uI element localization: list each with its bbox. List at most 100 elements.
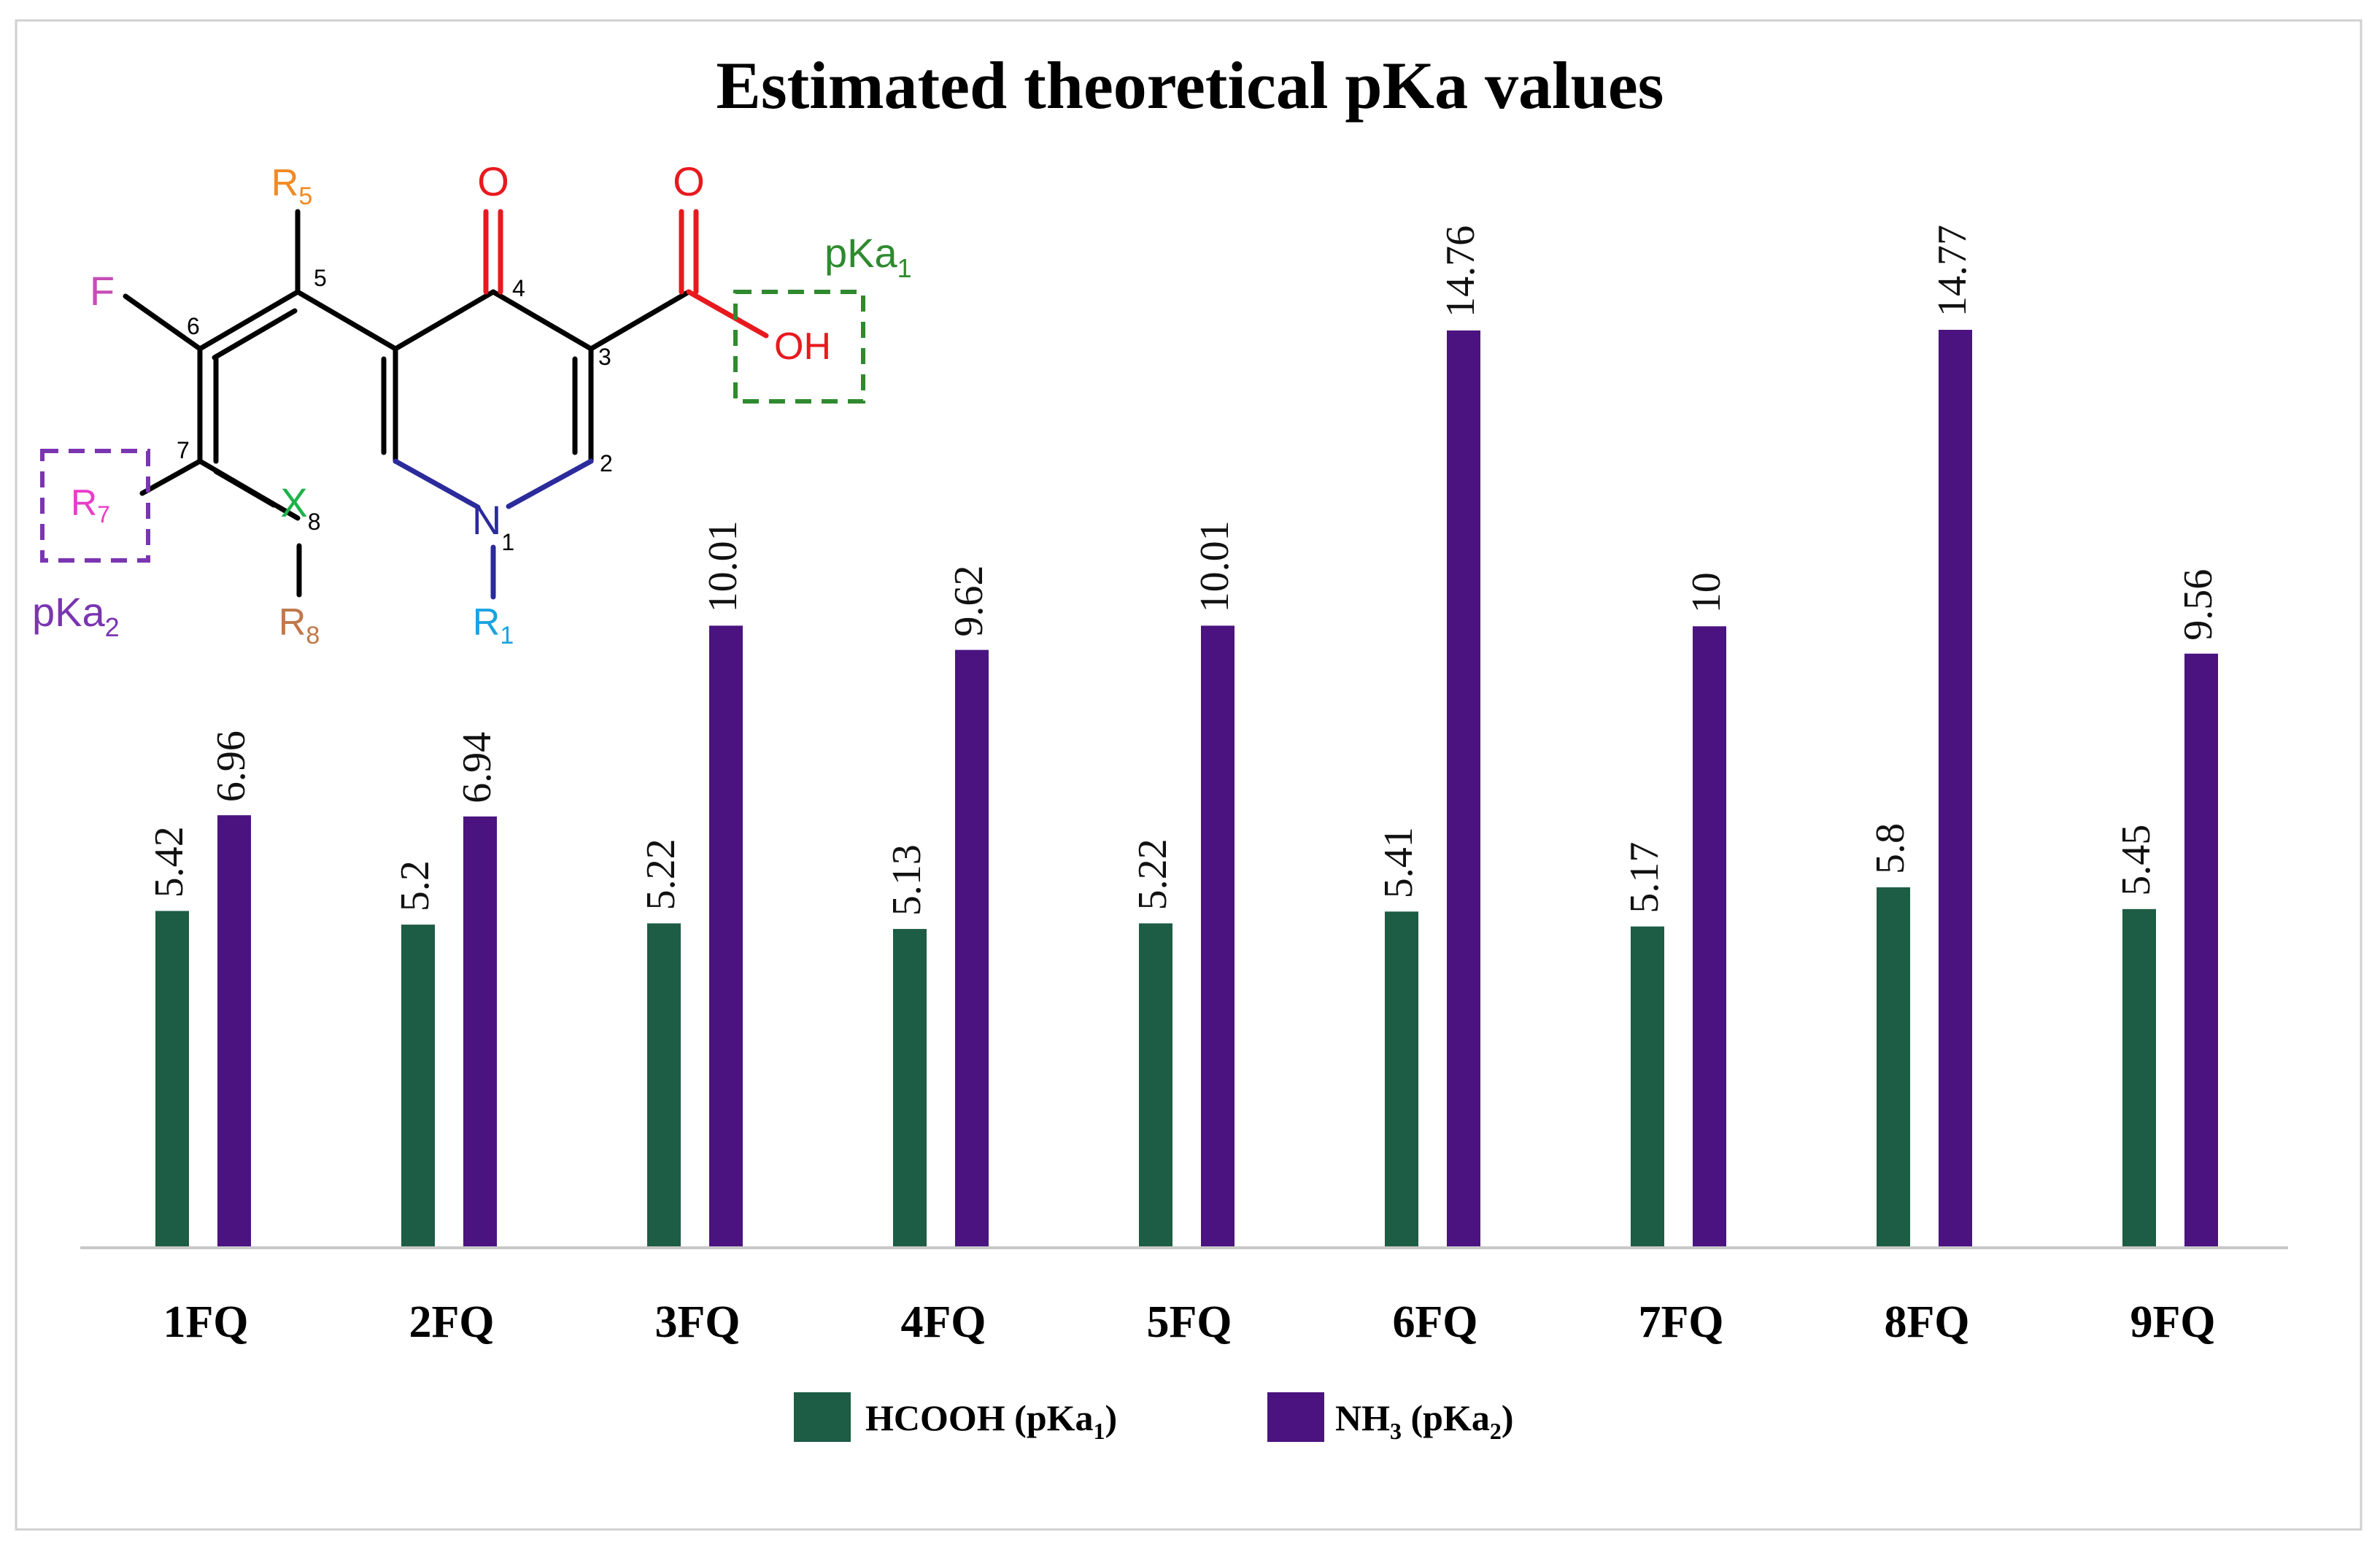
bar-nh3-7fq xyxy=(1693,626,1726,1248)
value-label-hcooh-4fq: 5.13 xyxy=(884,844,930,916)
legend-swatch-hcooh xyxy=(794,1392,851,1442)
value-label-nh3-2fq: 6.94 xyxy=(455,732,500,803)
nitrogen-label: N1 xyxy=(472,497,514,555)
structure-bonds xyxy=(123,209,692,598)
legend: HCOOH (pKa1) NH3 (pKa2) xyxy=(794,1392,1514,1444)
pka2-main: pKa xyxy=(32,589,105,635)
category-label-1fq: 1FQ xyxy=(163,1297,248,1347)
value-label-nh3-1fq: 6.96 xyxy=(209,730,254,802)
bar-nh3-2fq xyxy=(463,816,497,1248)
bar-hcooh-7fq xyxy=(1631,926,1664,1248)
legend-swatch-nh3 xyxy=(1267,1392,1324,1442)
category-label-3fq: 3FQ xyxy=(654,1297,740,1347)
r7-main: R xyxy=(71,482,97,523)
value-label-hcooh-2fq: 5.2 xyxy=(393,860,438,911)
bar-nh3-3fq xyxy=(709,625,743,1248)
value-label-nh3-9fq: 9.56 xyxy=(2176,569,2221,641)
pka1-box xyxy=(733,290,865,404)
legend-hcooh-tail: ) xyxy=(1105,1397,1118,1438)
ring-number-7: 7 xyxy=(177,437,190,463)
legend-label-hcooh: HCOOH (pKa1) xyxy=(865,1397,1117,1444)
bar-hcooh-5fq xyxy=(1139,923,1172,1248)
ring-number-2: 2 xyxy=(600,450,613,476)
legend-nh3-sub2: 2 xyxy=(1490,1418,1502,1444)
r7-sub: 7 xyxy=(97,501,110,528)
ring-number-5: 5 xyxy=(314,265,327,291)
legend-nh3-tail: ) xyxy=(1502,1397,1514,1438)
legend-nh3-mid: (pKa xyxy=(1402,1397,1490,1438)
bar-hcooh-8fq xyxy=(1877,887,1910,1248)
pka1-sub: 1 xyxy=(897,253,912,283)
ring-number-6: 6 xyxy=(187,313,200,339)
value-label-nh3-3fq: 10.01 xyxy=(700,520,746,612)
hydroxyl-label: OH xyxy=(774,325,831,368)
bar-nh3-5fq xyxy=(1201,625,1235,1248)
value-label-hcooh-7fq: 5.17 xyxy=(1622,842,1667,914)
r7-label: R7 xyxy=(71,482,110,528)
bar-nh3-1fq xyxy=(217,815,251,1248)
value-label-nh3-7fq: 10 xyxy=(1684,572,1729,613)
x-atom-sub: 8 xyxy=(308,509,321,535)
category-label-2fq: 2FQ xyxy=(409,1297,494,1347)
bar-hcooh-1fq xyxy=(155,911,189,1248)
legend-hcooh-main: HCOOH (pKa xyxy=(865,1397,1094,1438)
category-labels: 1FQ 2FQ 3FQ 4FQ 5FQ 6FQ 7FQ 8FQ 9FQ xyxy=(163,1297,2215,1347)
r5-main: R xyxy=(271,162,299,204)
value-label-hcooh-6fq: 5.41 xyxy=(1376,827,1421,898)
value-label-nh3-4fq: 9.62 xyxy=(946,566,992,637)
r1-sub: 1 xyxy=(500,622,514,649)
category-label-5fq: 5FQ xyxy=(1146,1297,1232,1347)
bar-nh3-4fq xyxy=(955,649,989,1248)
pka1-main: pKa xyxy=(824,230,897,276)
bar-nh3-8fq xyxy=(1939,330,1972,1248)
pka1-label: pKa1 xyxy=(824,230,912,283)
r1-main: R xyxy=(473,601,501,644)
r1-label: R1 xyxy=(473,601,514,649)
r5-label: R5 xyxy=(271,162,312,210)
r5-sub: 5 xyxy=(298,182,312,210)
x-atom-label: X8 xyxy=(280,479,320,535)
value-label-hcooh-1fq: 5.42 xyxy=(147,826,192,898)
bar-hcooh-6fq xyxy=(1385,911,1418,1248)
bar-nh3-6fq xyxy=(1447,330,1480,1249)
category-label-6fq: 6FQ xyxy=(1392,1297,1477,1347)
r8-sub: 8 xyxy=(306,622,320,649)
oxygen-acid-label: O xyxy=(673,158,705,204)
category-label-8fq: 8FQ xyxy=(1884,1297,1969,1347)
structure-colored-bonds xyxy=(393,209,769,600)
value-label-hcooh-9fq: 5.45 xyxy=(2114,825,2159,896)
ring-number-4: 4 xyxy=(512,275,525,301)
value-label-hcooh-8fq: 5.8 xyxy=(1868,823,1913,874)
bar-hcooh-4fq xyxy=(893,929,927,1248)
bar-hcooh-3fq xyxy=(647,923,681,1248)
nitrogen-main: N xyxy=(472,497,501,543)
fluorine-label: F xyxy=(90,268,115,314)
category-label-9fq: 9FQ xyxy=(2130,1297,2215,1347)
value-label-nh3-6fq: 14.76 xyxy=(1438,225,1483,317)
value-label-hcooh-3fq: 5.22 xyxy=(638,838,684,910)
ring-number-3: 3 xyxy=(598,344,611,370)
x-atom-main: X xyxy=(280,479,307,525)
legend-nh3-sub: 3 xyxy=(1390,1418,1402,1444)
value-label-nh3-5fq: 10.01 xyxy=(1192,520,1237,612)
fluoroquinolone-structure: O O OH F R5 N1 X8 R8 R1 R7 5 4 6 3 7 2 p… xyxy=(32,158,912,649)
category-label-7fq: 7FQ xyxy=(1638,1297,1723,1347)
oxygen-keto-label: O xyxy=(477,158,509,204)
bar-nh3-9fq xyxy=(2184,653,2218,1248)
legend-hcooh-sub: 1 xyxy=(1094,1418,1105,1444)
pka2-box xyxy=(40,449,150,563)
bar-hcooh-2fq xyxy=(401,925,435,1248)
value-label-nh3-8fq: 14.77 xyxy=(1930,225,1975,317)
category-label-4fq: 4FQ xyxy=(900,1297,986,1347)
legend-nh3-main: NH xyxy=(1335,1397,1390,1438)
nitrogen-sub: 1 xyxy=(501,529,514,555)
bar-hcooh-9fq xyxy=(2122,908,2156,1248)
r8-label: R8 xyxy=(279,601,320,649)
legend-label-nh3: NH3 (pKa2) xyxy=(1335,1397,1514,1444)
pka2-label: pKa2 xyxy=(32,589,120,642)
r8-main: R xyxy=(279,601,306,644)
bars-layer: 5.42 6.96 5.2 6.94 5.22 10.01 5.13 9.62 5.22 10.0… xyxy=(147,225,2221,1249)
pka2-sub: 2 xyxy=(105,612,120,642)
value-label-hcooh-5fq: 5.22 xyxy=(1130,838,1175,910)
